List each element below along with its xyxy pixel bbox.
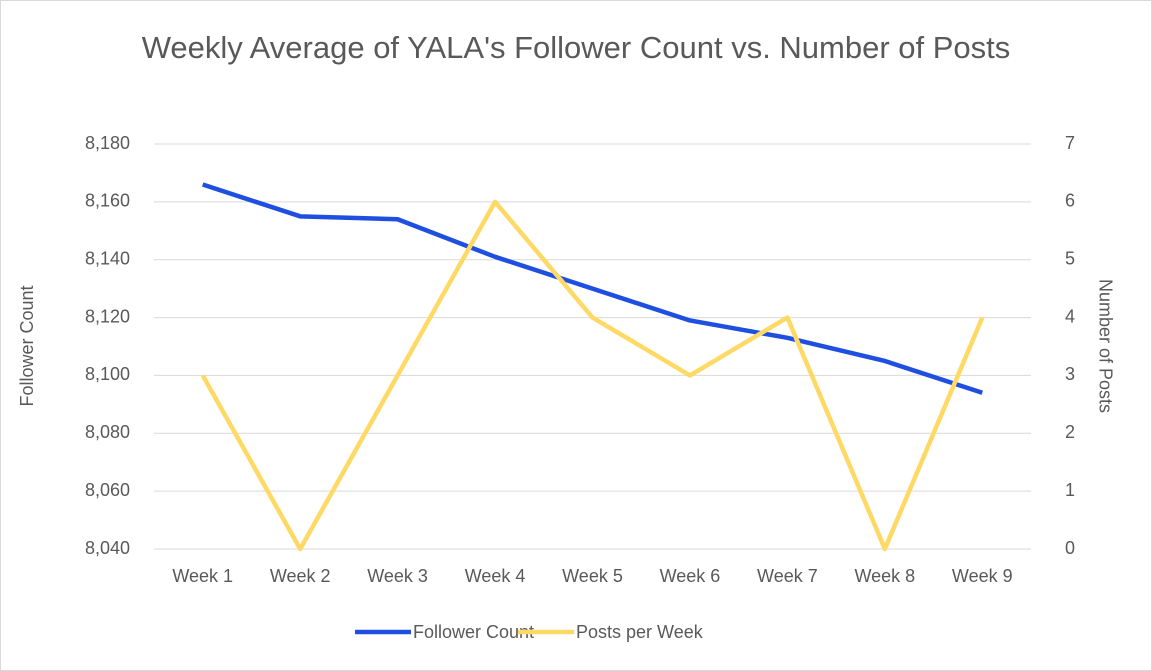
- x-tick-label: Week 7: [757, 566, 818, 586]
- x-tick-label: Week 3: [367, 566, 428, 586]
- y-tick-label: 8,060: [85, 480, 130, 500]
- x-tick-label: Week 5: [562, 566, 623, 586]
- y2-tick-label: 1: [1065, 480, 1075, 500]
- legend-label: Follower Count: [413, 622, 534, 642]
- y2-tick-label: 6: [1065, 191, 1075, 211]
- series-line: [202, 182, 983, 395]
- x-tick-label: Week 2: [270, 566, 331, 586]
- y2-tick-label: 2: [1065, 422, 1075, 442]
- y-tick-label: 8,040: [85, 538, 130, 558]
- y2-tick-label: 0: [1065, 538, 1075, 558]
- x-tick-label: Week 8: [854, 566, 915, 586]
- y-tick-label: 8,180: [85, 133, 130, 153]
- y2-axis-title: Number of Posts: [1095, 279, 1115, 413]
- y2-tick-label: 7: [1065, 133, 1075, 153]
- x-tick-label: Week 9: [952, 566, 1013, 586]
- x-tick-label: Week 6: [660, 566, 721, 586]
- x-tick-label: Week 4: [465, 566, 526, 586]
- x-tick-label: Week 1: [172, 566, 233, 586]
- series-line: [200, 199, 985, 552]
- y2-tick-label: 4: [1065, 306, 1075, 326]
- legend-label: Posts per Week: [576, 622, 704, 642]
- y-tick-label: 8,160: [85, 191, 130, 211]
- y-tick-label: 8,120: [85, 306, 130, 326]
- y2-tick-label: 3: [1065, 364, 1075, 384]
- y2-tick-label: 5: [1065, 248, 1075, 268]
- y-tick-label: 8,100: [85, 364, 130, 384]
- chart-title: Weekly Average of YALA's Follower Count …: [141, 30, 1011, 65]
- y-tick-label: 8,140: [85, 248, 130, 268]
- y-tick-label: 8,080: [85, 422, 130, 442]
- y-axis-title: Follower Count: [17, 285, 37, 406]
